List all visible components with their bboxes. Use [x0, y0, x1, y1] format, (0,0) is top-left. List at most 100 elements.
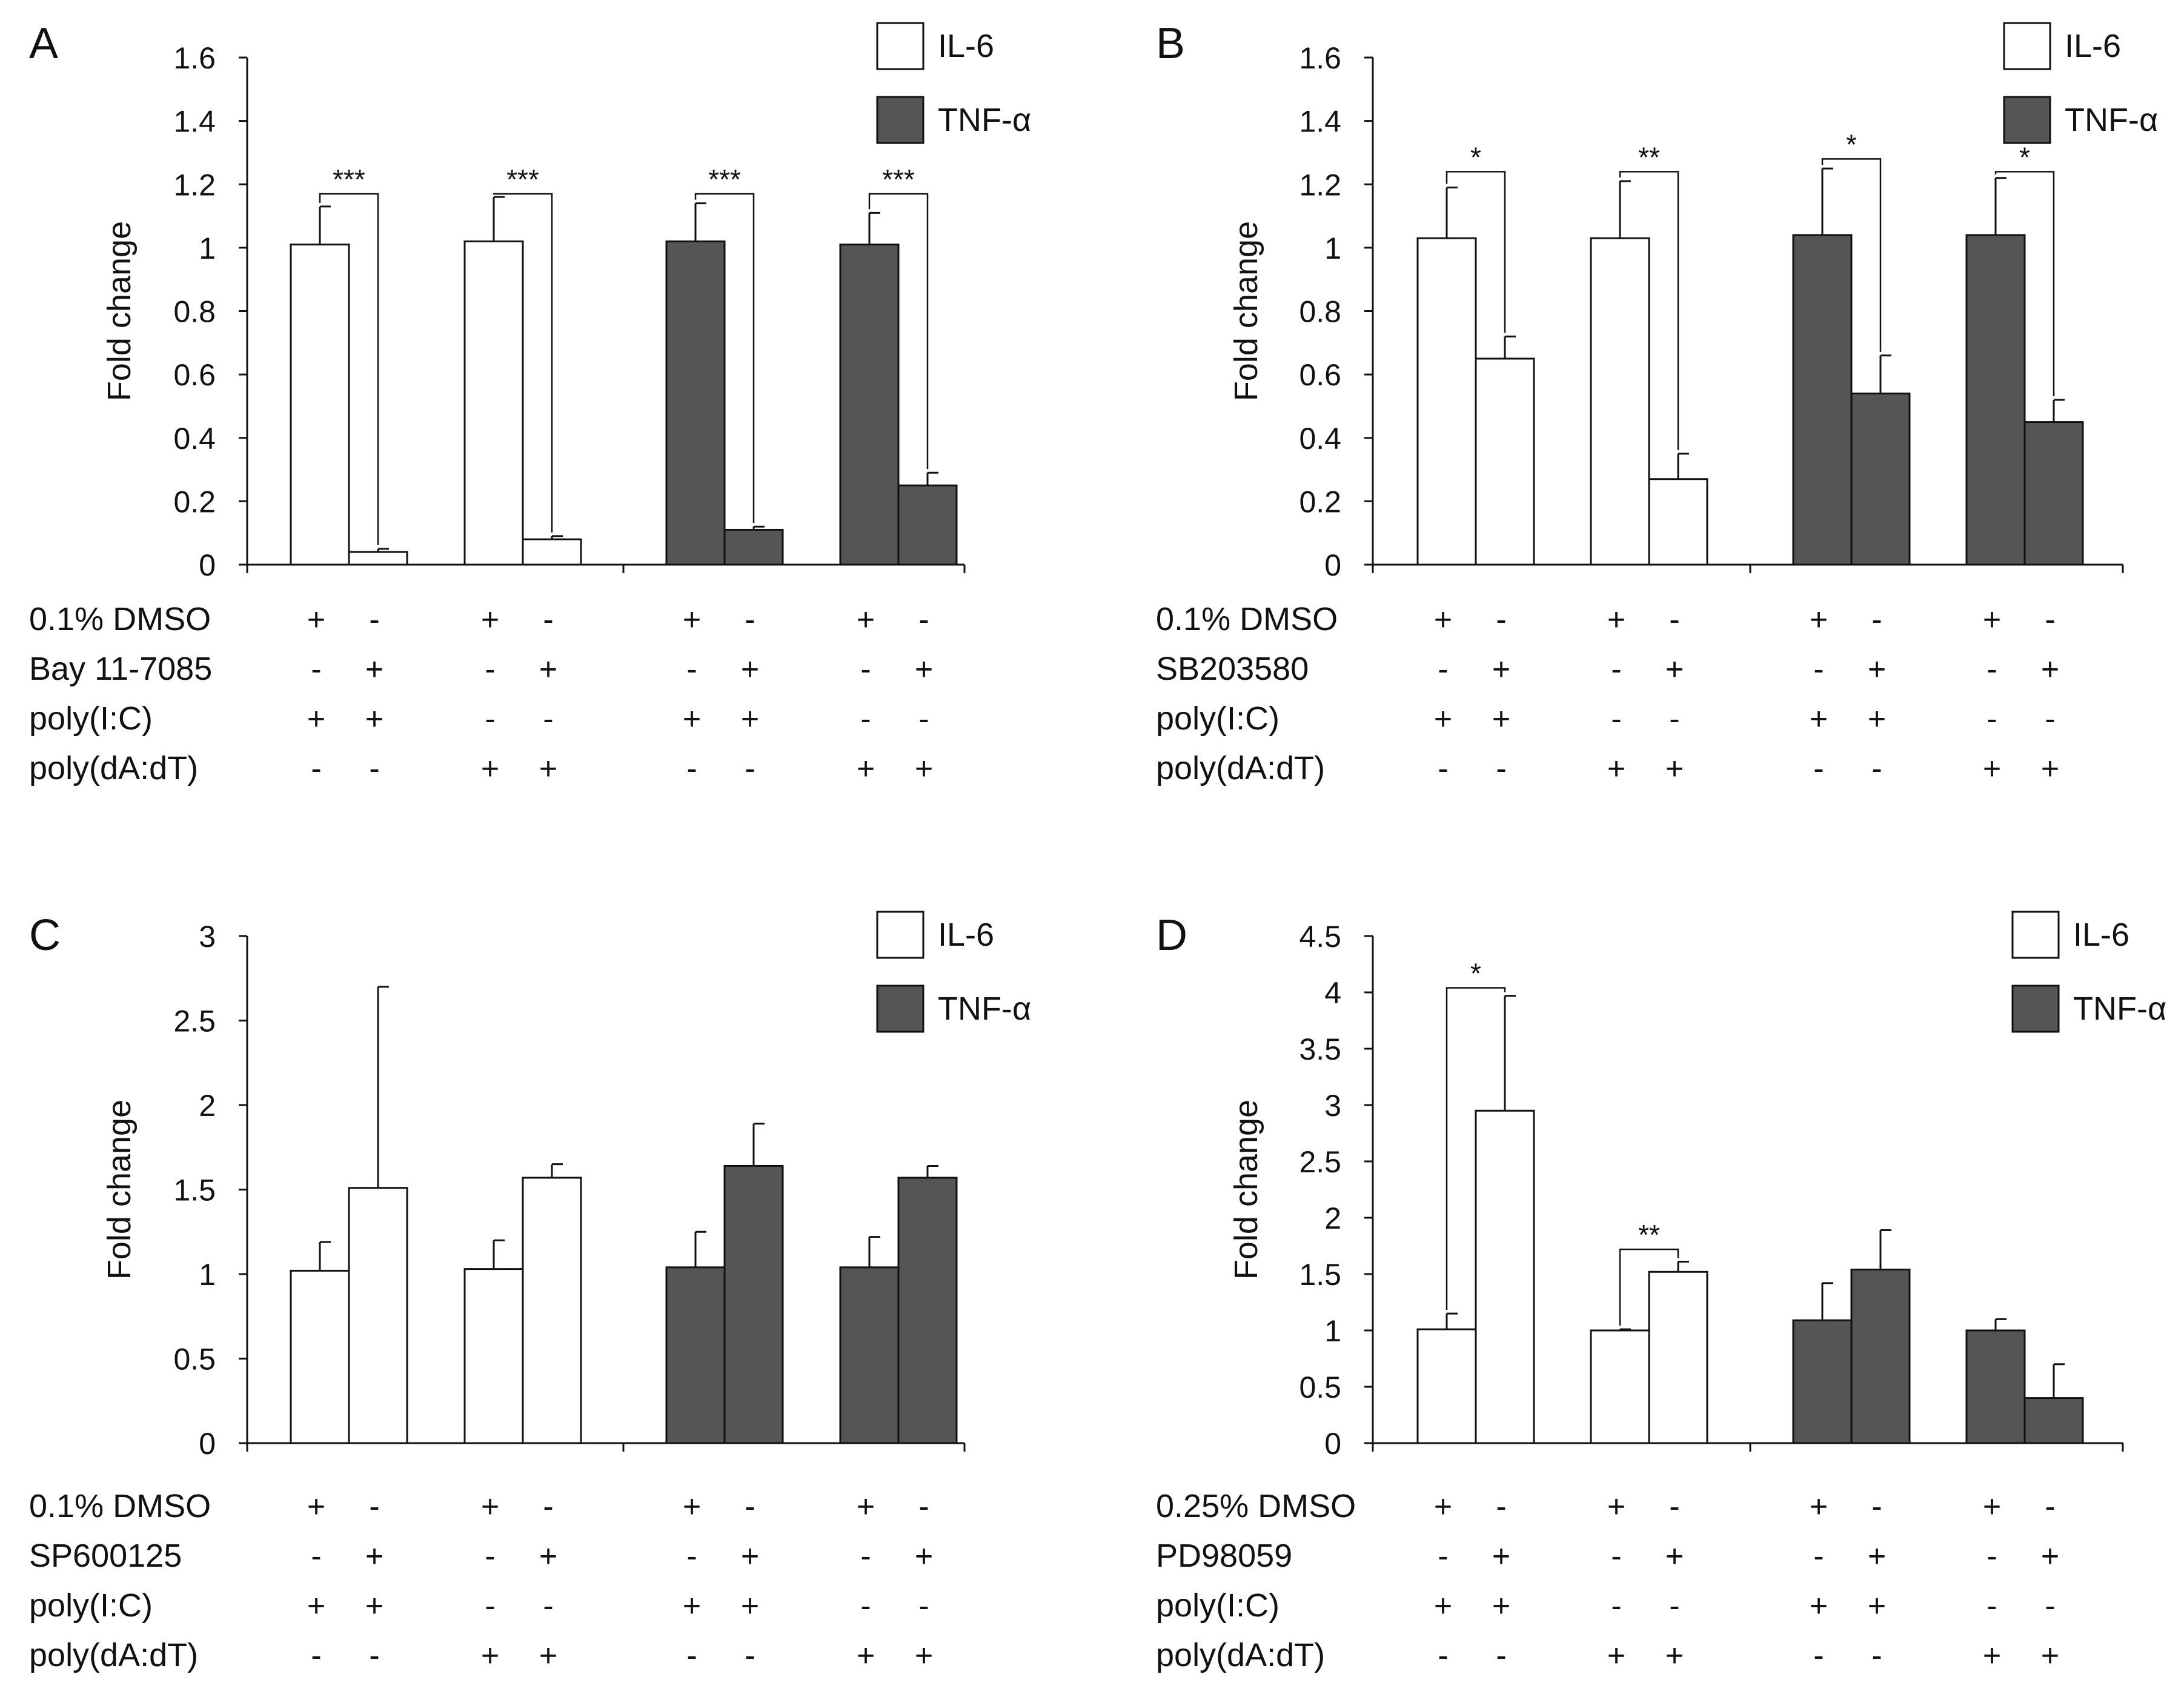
treatment-label: poly(I:C)	[29, 700, 153, 737]
treatment-sign: -	[1871, 751, 1882, 786]
significance-bracket	[1619, 171, 1679, 450]
treatment-sign: -	[1813, 1539, 1824, 1574]
bar-3	[463, 1268, 524, 1444]
bar-4	[522, 538, 582, 566]
treatment-sign: +	[1492, 1539, 1510, 1574]
bar-2	[348, 551, 408, 566]
treatment-sign: +	[481, 751, 499, 786]
treatment-sign: +	[1665, 1539, 1684, 1574]
y-tick-label: 0.6	[173, 358, 216, 392]
treatment-sign: +	[1607, 602, 1625, 637]
treatment-sign: +	[1810, 602, 1828, 637]
panel-letter: A	[29, 19, 58, 68]
treatment-sign: -	[311, 751, 321, 786]
y-tick-label: 2.5	[1299, 1145, 1341, 1179]
treatment-label: Bay 11-7085	[29, 651, 212, 687]
panel-letter: C	[29, 911, 61, 960]
treatment-sign: -	[543, 702, 553, 737]
treatment-sign: -	[2045, 702, 2055, 737]
bar-4	[1648, 478, 1708, 566]
bar-5	[1792, 234, 1853, 566]
treatment-sign: -	[1871, 602, 1882, 637]
bar-7	[839, 244, 900, 566]
treatment-sign: -	[918, 1589, 929, 1624]
legend-swatch-tnf	[2003, 96, 2051, 144]
y-tick-label: 0	[199, 548, 216, 582]
bar-2	[348, 1187, 408, 1444]
significance-bracket	[868, 193, 929, 470]
treatment-sign: +	[683, 1489, 701, 1524]
treatment-sign: -	[1987, 1539, 1997, 1574]
y-tick-label: 1.5	[173, 1174, 216, 1207]
y-tick-label: 1.2	[173, 168, 216, 202]
y-tick-label: 1.2	[1299, 168, 1341, 202]
bar-7	[1965, 1329, 2026, 1444]
treatment-sign: +	[1868, 1589, 1886, 1624]
treatment-sign: +	[1607, 1489, 1625, 1524]
treatment-sign: +	[1665, 1638, 1684, 1673]
bar-2	[1475, 1109, 1535, 1444]
treatment-label: poly(I:C)	[29, 1587, 153, 1624]
treatment-sign: -	[918, 1489, 929, 1524]
y-tick-label: 0.4	[1299, 422, 1341, 456]
treatment-sign: -	[1987, 652, 1997, 687]
treatment-sign: -	[1496, 1638, 1506, 1673]
treatment-label: poly(dA:dT)	[29, 750, 198, 786]
significance-label: **	[1638, 1219, 1660, 1250]
significance-bracket	[1445, 171, 1506, 333]
treatment-sign: -	[369, 602, 379, 637]
treatment-sign: -	[1871, 1489, 1882, 1524]
treatment-sign: +	[915, 1539, 933, 1574]
treatment-sign: -	[485, 1589, 495, 1624]
treatment-sign: -	[1871, 1638, 1882, 1673]
treatment-sign: +	[1665, 652, 1684, 687]
treatment-sign: -	[1987, 702, 1997, 737]
treatment-sign: +	[1434, 702, 1452, 737]
bar-7	[839, 1266, 900, 1444]
treatment-sign: -	[543, 1589, 553, 1624]
treatment-sign: +	[365, 702, 383, 737]
treatment-sign: -	[2045, 1489, 2055, 1524]
treatment-sign: +	[539, 751, 557, 786]
legend-swatch-il6	[2011, 911, 2060, 959]
y-tick-label: 0.8	[1299, 295, 1341, 329]
treatment-sign: +	[1492, 1589, 1510, 1624]
treatment-sign: -	[2045, 1589, 2055, 1624]
y-tick-label: 1.6	[1299, 41, 1341, 75]
treatment-sign: -	[860, 1539, 871, 1574]
legend-label-tnf: TNF-α	[938, 102, 1031, 138]
bar-1	[1416, 1328, 1477, 1444]
y-tick-label: 0.2	[1299, 485, 1341, 519]
treatment-sign: -	[1669, 702, 1679, 737]
y-tick-label: 1	[1324, 231, 1341, 265]
treatment-sign: -	[1611, 1589, 1621, 1624]
treatment-sign: +	[365, 1539, 383, 1574]
treatment-sign: -	[1438, 1638, 1448, 1673]
treatment-sign: -	[1438, 652, 1448, 687]
y-tick-label: 4.5	[1299, 920, 1341, 954]
treatment-sign: -	[1987, 1589, 1997, 1624]
panel-letter: D	[1156, 911, 1187, 960]
y-tick-label: 0.2	[173, 485, 216, 519]
treatment-sign: -	[311, 652, 321, 687]
significance-label: **	[1638, 141, 1660, 173]
treatment-sign: +	[1607, 1638, 1625, 1673]
bar-1	[290, 1269, 350, 1444]
treatment-label: poly(dA:dT)	[1156, 750, 1325, 786]
y-tick-label: 4	[1324, 976, 1341, 1010]
bar-6	[723, 1164, 784, 1444]
treatment-sign: -	[860, 652, 871, 687]
legend-label-tnf: TNF-α	[2065, 102, 2158, 138]
treatment-sign: -	[918, 602, 929, 637]
treatment-sign: -	[1438, 751, 1448, 786]
significance-label: *	[1470, 141, 1481, 173]
treatment-sign: +	[365, 1589, 383, 1624]
y-tick-label: 0.5	[1299, 1370, 1341, 1404]
legend-swatch-il6	[876, 911, 924, 959]
treatment-sign: -	[1669, 602, 1679, 637]
treatment-sign: +	[2041, 1539, 2059, 1574]
bar-1	[1416, 237, 1477, 566]
treatment-label: 0.1% DMSO	[29, 601, 211, 637]
legend-label-tnf: TNF-α	[938, 991, 1031, 1027]
